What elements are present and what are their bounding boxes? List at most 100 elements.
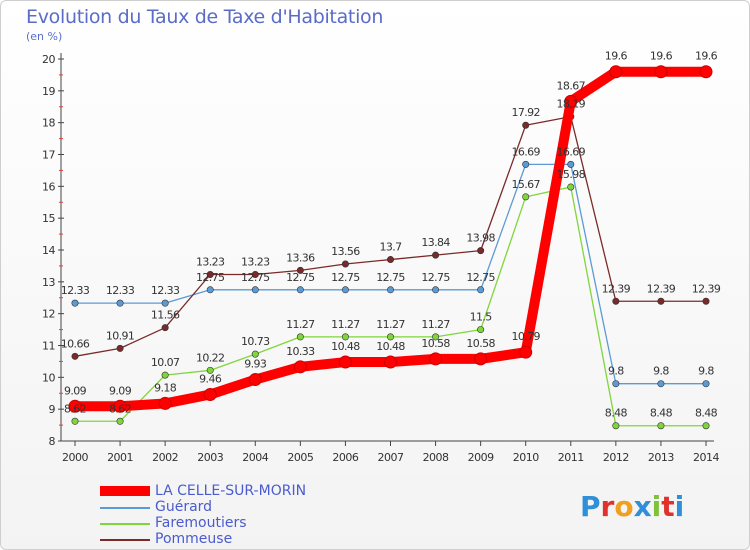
data-label: 9.18 [154, 381, 177, 394]
data-label: 15.67 [511, 178, 540, 191]
data-label: 18.19 [557, 98, 586, 111]
data-label: 11.27 [286, 318, 315, 331]
data-point [612, 380, 620, 388]
data-point [702, 380, 710, 388]
legend-swatch-guerard [100, 507, 150, 509]
data-label: 13.23 [241, 256, 270, 269]
data-label: 12.75 [466, 271, 495, 284]
x-tick-label: 2012 [603, 451, 629, 464]
data-label: 11.56 [151, 309, 180, 322]
data-point [386, 256, 394, 264]
y-unit-label: (en %) [26, 30, 63, 43]
data-label: 10.22 [196, 351, 225, 364]
data-point [699, 65, 713, 79]
legend-label: LA CELLE-SUR-MORIN [155, 483, 307, 499]
data-label: 12.75 [376, 271, 405, 284]
x-tick-label: 2007 [378, 451, 404, 464]
x-tick-label: 2002 [152, 451, 178, 464]
data-label: 8.48 [695, 407, 718, 420]
data-label: 11.27 [376, 318, 405, 331]
y-tick-label: 15 [42, 212, 55, 225]
data-point [341, 286, 349, 294]
data-point [657, 380, 665, 388]
y-tick-label: 13 [42, 276, 55, 289]
data-label: 12.39 [647, 282, 676, 295]
data-label: 12.39 [692, 282, 721, 295]
data-point [567, 183, 575, 191]
data-label: 9.8 [653, 365, 669, 378]
proxiti-logo: Proxiti [580, 490, 684, 523]
data-label: 12.33 [106, 284, 135, 297]
x-tick-label: 2009 [468, 451, 494, 464]
y-tick-label: 9 [49, 403, 56, 416]
data-point [71, 299, 79, 307]
legend-label: Guérard [155, 499, 213, 515]
x-tick-label: 2014 [693, 451, 719, 464]
x-tick-label: 2004 [242, 451, 268, 464]
data-point [203, 388, 217, 402]
data-label: 19.6 [695, 50, 718, 63]
data-label: 11.27 [421, 318, 450, 331]
data-label: 10.07 [151, 356, 180, 369]
y-tick-label: 19 [42, 85, 55, 98]
y-tick-label: 8 [49, 435, 56, 448]
data-point [251, 350, 259, 358]
data-point [609, 65, 623, 79]
data-point [158, 396, 172, 410]
data-point [68, 399, 82, 413]
data-point [564, 94, 578, 108]
data-point [341, 333, 349, 341]
y-tick-label: 10 [42, 371, 55, 384]
data-label: 13.98 [466, 232, 495, 245]
legend-swatch-pommeuse [100, 539, 150, 541]
data-point [161, 324, 169, 332]
x-tick-label: 2006 [332, 451, 358, 464]
data-label: 16.69 [511, 145, 540, 158]
data-label: 16.69 [557, 145, 586, 158]
data-point [522, 193, 530, 201]
x-tick-label: 2010 [513, 451, 539, 464]
data-point [384, 355, 397, 369]
data-point [657, 422, 665, 430]
data-point [432, 286, 440, 294]
data-point [474, 352, 488, 366]
data-point [296, 333, 304, 341]
y-tick-label: 14 [42, 244, 55, 257]
data-label: 8.48 [650, 407, 673, 420]
data-point [519, 345, 533, 359]
data-point [432, 251, 440, 259]
data-label: 8.48 [605, 407, 628, 420]
data-label: 17.92 [511, 106, 540, 119]
logo-letter: x [633, 490, 652, 523]
data-point [338, 355, 352, 369]
data-point [71, 352, 79, 360]
y-tick-label: 12 [42, 308, 55, 321]
data-point [386, 286, 394, 294]
data-point [71, 417, 79, 425]
data-label: 10.58 [421, 337, 450, 350]
data-point [251, 286, 259, 294]
data-point [567, 160, 575, 168]
data-point [657, 297, 665, 305]
data-label: 10.79 [511, 330, 540, 343]
data-label: 11.5 [470, 311, 493, 324]
logo-letter: i [651, 490, 662, 523]
data-point [206, 271, 214, 279]
data-point [386, 333, 394, 341]
legend-label: Faremoutiers [155, 515, 247, 531]
data-point [296, 286, 304, 294]
data-point [248, 373, 262, 387]
data-point [654, 65, 668, 79]
data-point [113, 399, 127, 413]
data-label: 12.75 [421, 271, 450, 284]
data-label: 10.48 [331, 340, 360, 353]
y-tick-label: 18 [42, 117, 55, 130]
data-label: 13.36 [286, 251, 315, 264]
data-label: 19.6 [605, 50, 628, 63]
data-label: 12.75 [331, 271, 360, 284]
data-label: 10.58 [466, 337, 495, 350]
data-point [612, 422, 620, 430]
data-label: 12.75 [241, 271, 270, 284]
data-label: 8.62 [64, 402, 86, 415]
